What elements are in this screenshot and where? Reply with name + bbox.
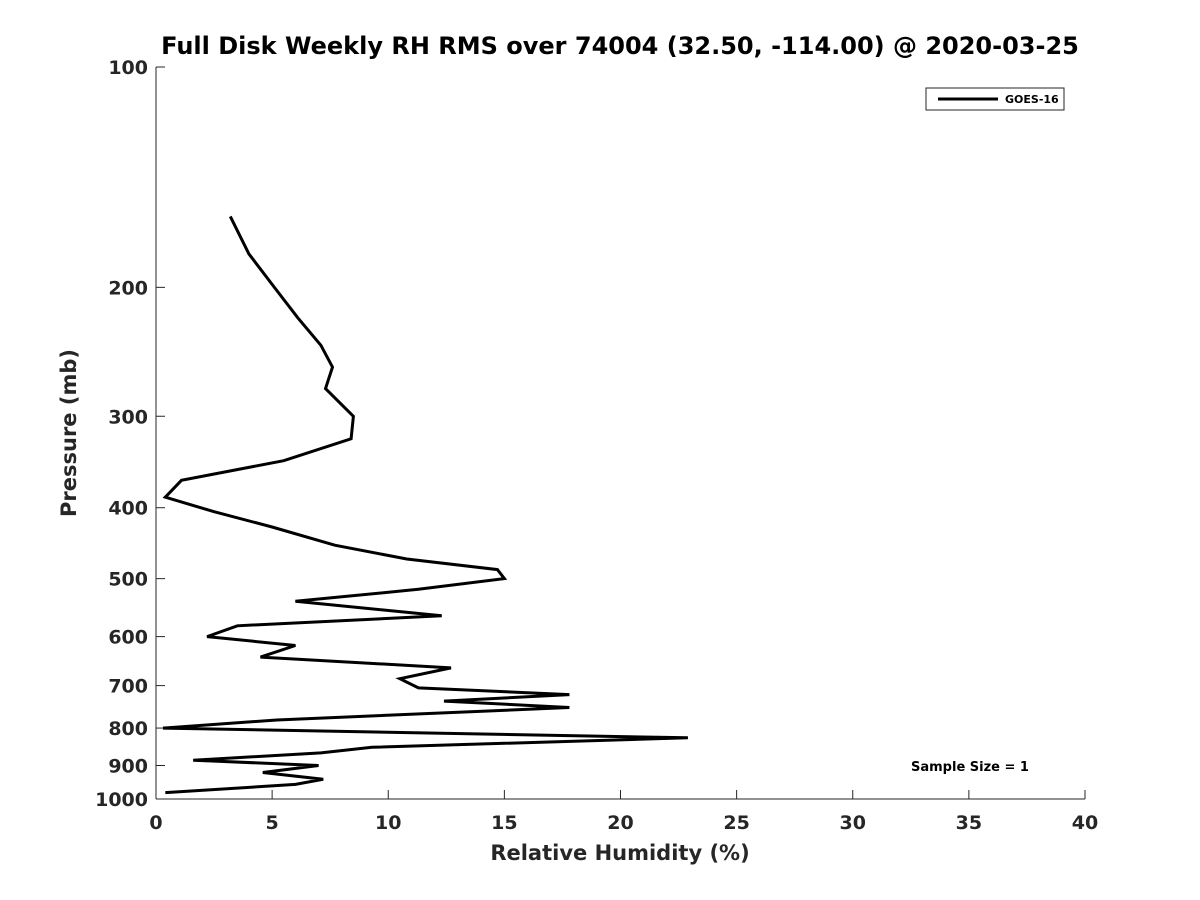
series-line-goes-16	[162, 215, 688, 795]
x-tick-label: 30	[840, 812, 866, 834]
y-tick-label: 400	[108, 498, 148, 520]
sample-size-annotation: Sample Size = 1	[911, 760, 1029, 775]
x-axis-title: Relative Humidity (%)	[490, 841, 749, 865]
y-tick-label: 500	[108, 569, 148, 591]
series-group	[162, 215, 688, 795]
y-tick-label: 700	[108, 676, 148, 698]
x-tick-label: 0	[149, 812, 162, 834]
y-tick-label: 600	[108, 627, 148, 649]
y-axis-title: Pressure (mb)	[57, 349, 81, 517]
plot-area	[155, 67, 1085, 800]
chart-title: Full Disk Weekly RH RMS over 74004 (32.5…	[161, 32, 1079, 60]
y-tick-label: 1000	[95, 789, 148, 811]
x-tick-label: 40	[1072, 812, 1098, 834]
y-tick-label: 900	[108, 756, 148, 778]
x-tick-label: 25	[723, 812, 749, 834]
y-tick-label: 800	[108, 718, 148, 740]
x-axis-ticks: 0 5 10 15 20 25 30 35 40	[149, 790, 1098, 834]
x-tick-label: 15	[491, 812, 517, 834]
legend: GOES-16	[925, 87, 1065, 111]
x-tick-label: 5	[266, 812, 279, 834]
y-tick-label: 200	[108, 277, 148, 299]
y-tick-label: 300	[108, 406, 148, 428]
y-axis-ticks: 100 200 300 400 500 600 700 800 900 1000	[95, 57, 165, 811]
x-tick-label: 20	[607, 812, 633, 834]
x-tick-label: 35	[956, 812, 982, 834]
x-tick-label: 10	[375, 812, 401, 834]
y-tick-label: 100	[108, 57, 148, 79]
legend-label: GOES-16	[1005, 93, 1059, 106]
